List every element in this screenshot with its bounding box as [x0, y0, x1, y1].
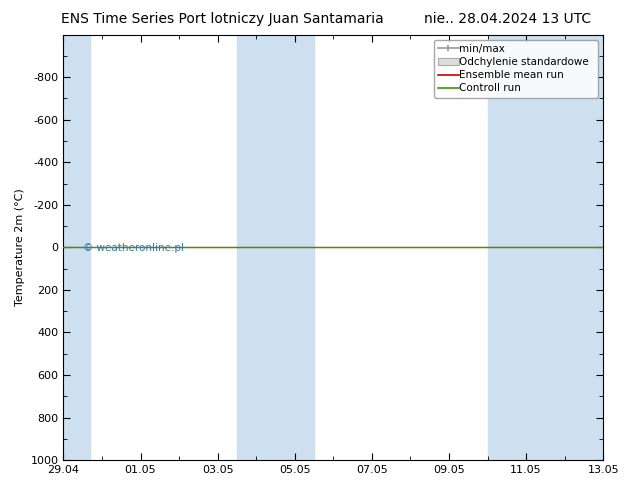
Y-axis label: Temperature 2m (°C): Temperature 2m (°C) [15, 189, 25, 306]
Bar [488, 35, 603, 460]
Text: © weatheronline.pl: © weatheronline.pl [82, 243, 184, 252]
Text: nie.. 28.04.2024 13 UTC: nie.. 28.04.2024 13 UTC [424, 12, 591, 26]
Legend: min/max, Odchylenie standardowe, Ensemble mean run, Controll run: min/max, Odchylenie standardowe, Ensembl… [434, 40, 598, 98]
Bar [237, 35, 314, 460]
Text: ENS Time Series Port lotniczy Juan Santamaria: ENS Time Series Port lotniczy Juan Santa… [60, 12, 384, 26]
Bar [63, 35, 91, 460]
